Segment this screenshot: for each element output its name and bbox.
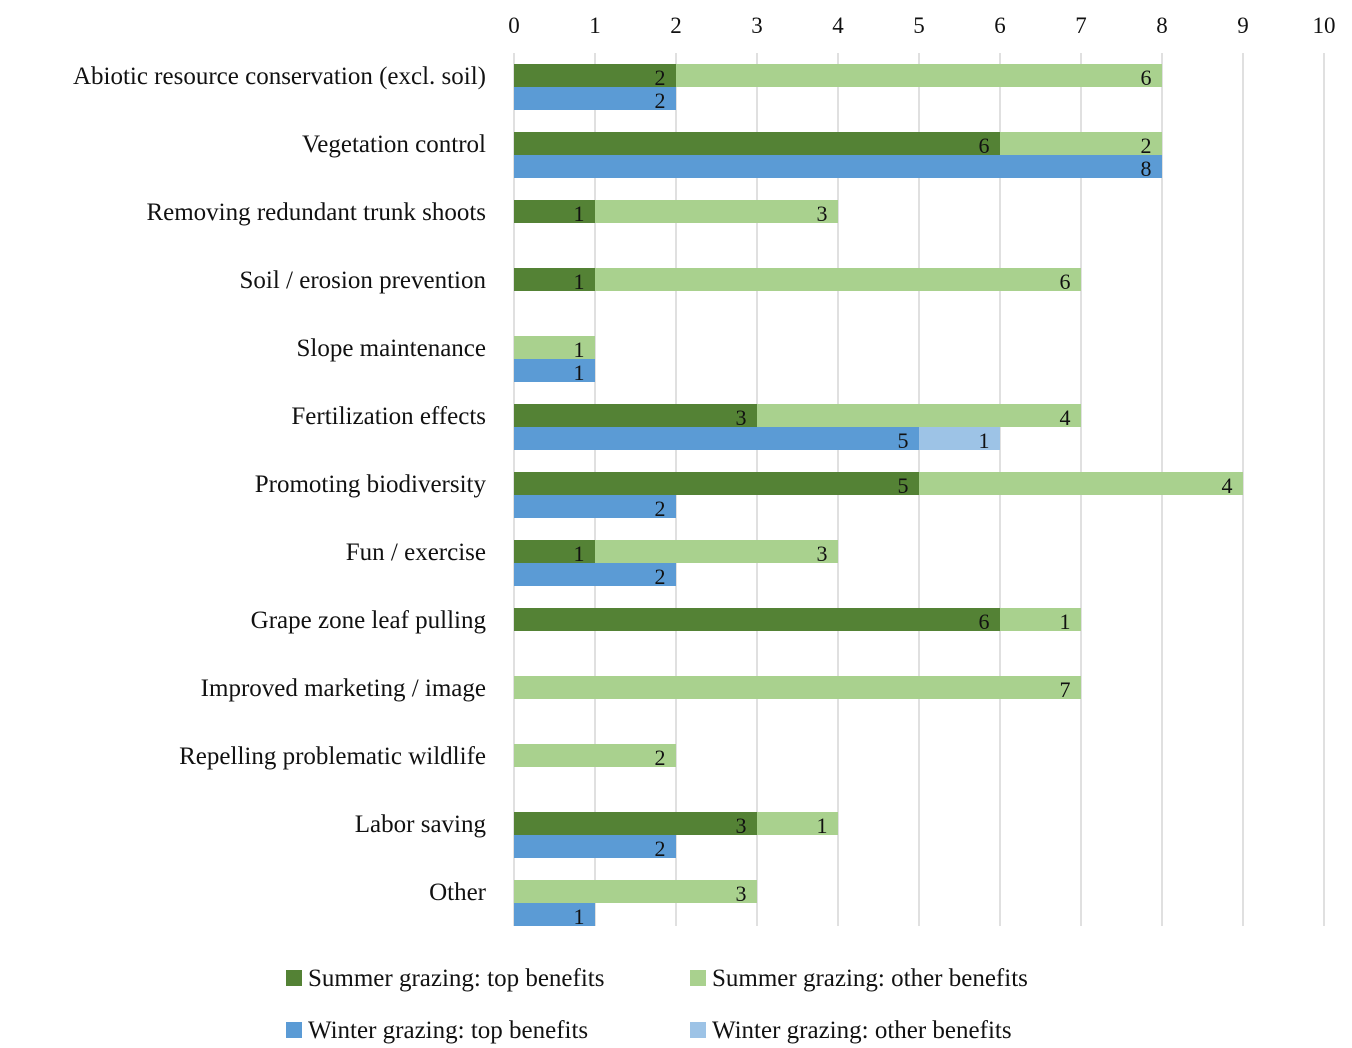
data-label: 2 (655, 836, 666, 861)
bar-segment (919, 472, 1243, 495)
bar-segment (514, 268, 595, 291)
legend-label: Winter grazing: top benefits (308, 1017, 588, 1044)
data-label: 1 (574, 201, 585, 226)
bar-segment (514, 427, 919, 450)
data-label: 2 (655, 88, 666, 113)
data-label: 2 (1141, 133, 1152, 158)
x-tick-label: 6 (994, 13, 1006, 38)
legend-label: Winter grazing: other benefits (712, 1017, 1012, 1044)
bar-segment (595, 200, 838, 223)
bar-segment (514, 812, 757, 835)
data-label: 3 (736, 405, 747, 430)
x-tick-label: 5 (913, 13, 925, 38)
data-label: 3 (817, 541, 828, 566)
bar-segment (757, 404, 1081, 427)
data-label: 8 (1141, 156, 1152, 181)
bar-segment (595, 268, 1081, 291)
category-label: Improved marketing / image (201, 675, 486, 702)
category-label: Promoting biodiversity (255, 471, 487, 498)
data-label: 6 (1141, 65, 1152, 90)
bar-segment (1000, 608, 1081, 631)
category-label: Removing redundant trunk shoots (146, 199, 486, 226)
bar-segment (757, 812, 838, 835)
bar-segment (514, 64, 676, 87)
bar-segment (514, 155, 1162, 178)
x-tick-label: 7 (1075, 13, 1087, 38)
bar-segment (514, 608, 1000, 631)
legend-swatch (690, 1022, 706, 1038)
category-label: Fun / exercise (346, 539, 486, 566)
bar-segment (514, 336, 595, 359)
data-label: 1 (574, 360, 585, 385)
category-label: Labor saving (355, 811, 487, 838)
x-axis-ticks: 0 1 2 3 4 5 6 7 8 9 10 (508, 13, 1335, 38)
category-label: Grape zone leaf pulling (251, 607, 487, 634)
data-label: 6 (979, 609, 990, 634)
data-label: 3 (736, 813, 747, 838)
data-label: 1 (574, 904, 585, 929)
data-label: 2 (655, 564, 666, 589)
x-tick-label: 8 (1156, 13, 1168, 38)
bar-segment (514, 676, 1081, 699)
bar-segment (514, 359, 595, 382)
data-label: 4 (1060, 405, 1071, 430)
category-label: Soil / erosion prevention (240, 267, 487, 294)
bar-segment (514, 404, 757, 427)
data-label: 6 (979, 133, 990, 158)
data-label: 4 (1222, 473, 1233, 498)
category-label: Vegetation control (302, 131, 486, 158)
bar-segment (514, 132, 1000, 155)
data-label: 1 (574, 337, 585, 362)
bar-segment (514, 903, 595, 926)
data-label: 5 (898, 428, 909, 453)
bar-segment (514, 744, 676, 767)
category-label: Fertilization effects (291, 403, 486, 430)
data-label: 5 (898, 473, 909, 498)
x-tick-label: 10 (1313, 13, 1336, 38)
category-labels: Abiotic resource conservation (excl. soi… (73, 63, 487, 906)
data-label: 3 (817, 201, 828, 226)
bar-segment (1000, 132, 1162, 155)
x-tick-label: 9 (1237, 13, 1249, 38)
bar-segment (595, 540, 838, 563)
data-label: 6 (1060, 269, 1071, 294)
bar-segment (514, 880, 757, 903)
bar-segment (514, 495, 676, 518)
data-label: 1 (574, 541, 585, 566)
category-label: Other (429, 879, 487, 906)
legend-swatch (690, 970, 706, 986)
data-label: 2 (655, 65, 666, 90)
bar-segment (514, 835, 676, 858)
bar-segment (919, 427, 1000, 450)
legend: Summer grazing: top benefits Summer grazi… (286, 965, 1028, 1044)
x-tick-label: 0 (508, 13, 520, 38)
data-label: 3 (736, 881, 747, 906)
data-label: 1 (979, 428, 990, 453)
legend-swatch (286, 1022, 302, 1038)
data-label: 2 (655, 745, 666, 770)
bar-segment (514, 87, 676, 110)
bar-segment (514, 563, 676, 586)
legend-swatch (286, 970, 302, 986)
legend-label: Summer grazing: other benefits (712, 965, 1028, 992)
bar-segment (514, 472, 919, 495)
bar-segment (514, 540, 595, 563)
data-label: 2 (655, 496, 666, 521)
data-label: 1 (1060, 609, 1071, 634)
x-tick-label: 4 (832, 13, 844, 38)
data-label: 7 (1060, 677, 1071, 702)
bar-segment (514, 200, 595, 223)
category-label: Abiotic resource conservation (excl. soi… (73, 63, 486, 90)
x-tick-label: 3 (751, 13, 763, 38)
category-label: Slope maintenance (296, 335, 486, 362)
x-tick-label: 2 (670, 13, 682, 38)
category-label: Repelling problematic wildlife (179, 743, 486, 770)
data-label: 1 (817, 813, 828, 838)
bar-segment (676, 64, 1162, 87)
x-tick-label: 1 (589, 13, 601, 38)
legend-label: Summer grazing: top benefits (308, 965, 604, 992)
data-label: 1 (574, 269, 585, 294)
